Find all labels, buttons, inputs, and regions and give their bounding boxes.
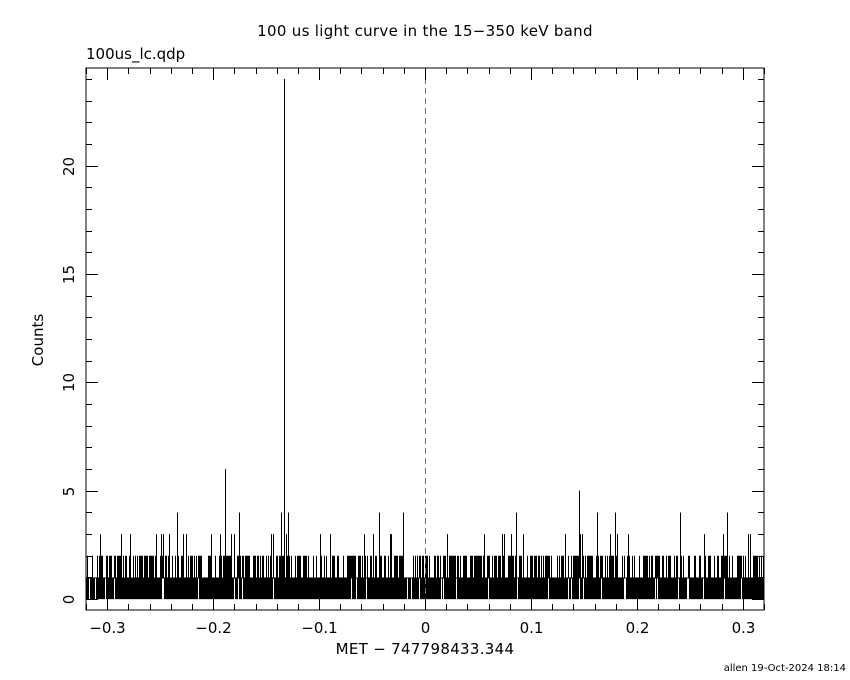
x-tick-label: 0: [421, 619, 431, 637]
x-tick-label: −0.3: [89, 619, 125, 637]
y-tick-label: 5: [60, 487, 78, 497]
bars-zero-gaps: [89, 578, 742, 600]
footer-stamp: allen 19-Oct-2024 18:14: [723, 663, 846, 674]
peaks-group: [177, 78, 728, 578]
file-label: 100us_lc.qdp: [86, 45, 186, 63]
y-tick-label: 10: [60, 373, 78, 392]
x-tick-label: −0.1: [301, 619, 337, 637]
x-axis-label: MET − 747798433.344: [335, 640, 515, 658]
bars-three-counts: [100, 534, 751, 578]
ticks-group: [86, 68, 765, 610]
x-tick-label: −0.2: [195, 619, 231, 637]
x-tick-label: 0.2: [626, 619, 650, 637]
x-tick-label: 0.1: [520, 619, 544, 637]
x-tick-label: 0.3: [732, 619, 756, 637]
chart-title: 100 us light curve in the 15−350 keV ban…: [257, 22, 593, 40]
tick-labels-group: −0.3 −0.2 −0.1 0 0.1 0.2 0.3 0 5 10 15 20: [60, 157, 755, 637]
bars-two-counts: [87, 555, 764, 578]
y-tick-label: 15: [60, 265, 78, 284]
y-tick-label: 20: [60, 157, 78, 176]
plot-frame: [85, 67, 765, 611]
y-tick-label: 0: [60, 595, 78, 605]
